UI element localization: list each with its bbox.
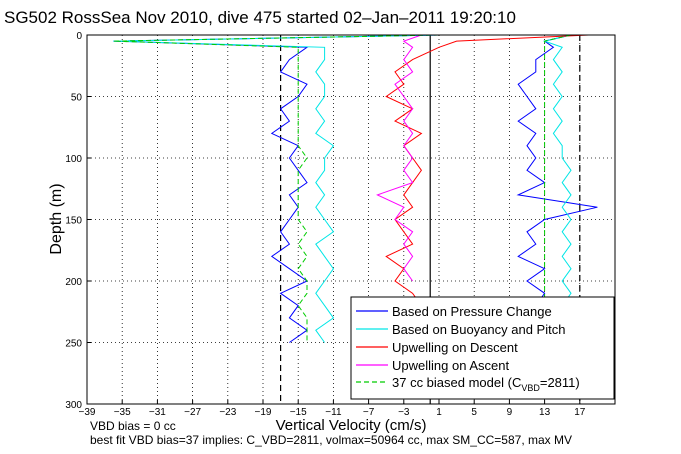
series-line-0-ascent <box>516 34 598 343</box>
x-axis-label: Vertical Velocity (cm/s) <box>276 417 427 434</box>
legend-item-buoyancy: Based on Buoyancy and Pitch <box>356 322 565 337</box>
x-tick-label: −19 <box>255 407 272 418</box>
x-tick-label: 1 <box>436 407 442 418</box>
x-tick-label: −3 <box>398 407 410 418</box>
x-tick-label: 13 <box>539 407 551 418</box>
x-tick-label: −7 <box>363 407 375 418</box>
series-line-1-ascent <box>542 34 572 343</box>
series-line-2 <box>385 34 589 306</box>
y-tick-label: 150 <box>65 216 82 227</box>
x-tick-label: −35 <box>114 407 131 418</box>
legend-model-prefix: 37 cc biased model (C <box>392 375 521 390</box>
legend-label-ascent: Upwelling on Ascent <box>392 358 509 373</box>
y-tick-label: 50 <box>71 93 83 104</box>
legend-label-descent: Upwelling on Descent <box>392 340 518 355</box>
legend-item-pressure: Based on Pressure Change <box>356 304 552 319</box>
x-ticks: −39 −35 −31 −27 −23 −19 −15 −11 −7 −3 1 5 9 13 17 <box>79 400 586 418</box>
legend-item-model: 37 cc biased model (CVBD=2811) <box>356 375 580 393</box>
series-line-4-ascent <box>544 34 572 343</box>
note-vbd-bias: VBD bias = 0 cc <box>90 419 176 433</box>
legend-box <box>350 296 615 400</box>
legend-label-pressure: Based on Pressure Change <box>392 304 552 319</box>
y-axis-label: Depth (m) <box>48 183 65 254</box>
legend-label-buoyancy: Based on Buoyancy and Pitch <box>392 322 565 337</box>
series-line-4-descent <box>113 34 440 343</box>
series-lines <box>113 34 598 343</box>
x-tick-label: −31 <box>149 407 166 418</box>
x-tick-label: −23 <box>219 407 236 418</box>
x-tick-label: −39 <box>79 407 96 418</box>
legend-model-sub: VBD <box>521 383 540 393</box>
legend-model-suffix: =2811) <box>540 375 580 390</box>
y-tick-label: 300 <box>65 400 82 411</box>
x-tick-label: −27 <box>184 407 201 418</box>
series-line-3 <box>376 34 422 282</box>
legend-item-ascent: Upwelling on Ascent <box>356 358 509 373</box>
series-line-1-descent <box>113 34 440 343</box>
legend-label-model: 37 cc biased model (CVBD=2811) <box>392 375 580 393</box>
legend: Based on Pressure Change Based on Buoyan… <box>350 296 615 400</box>
legend-item-descent: Upwelling on Descent <box>356 340 518 355</box>
note-best-fit: best fit VBD bias=37 implies: C_VBD=2811… <box>90 433 572 447</box>
x-tick-label: −11 <box>325 407 342 418</box>
y-ticks: 0 50 100 150 200 250 300 <box>65 31 91 411</box>
y-tick-label: 100 <box>65 154 82 165</box>
y-tick-label: 250 <box>65 339 82 350</box>
x-tick-label: −15 <box>290 407 307 418</box>
x-tick-label: 9 <box>507 407 513 418</box>
series-line-0-descent <box>113 34 440 343</box>
y-tick-label: 200 <box>65 277 82 288</box>
y-tick-label: 0 <box>76 31 82 42</box>
x-tick-label: 17 <box>574 407 586 418</box>
x-tick-label: 5 <box>471 407 477 418</box>
chart-title: SG502 RossSea Nov 2010, dive 475 started… <box>4 8 516 27</box>
